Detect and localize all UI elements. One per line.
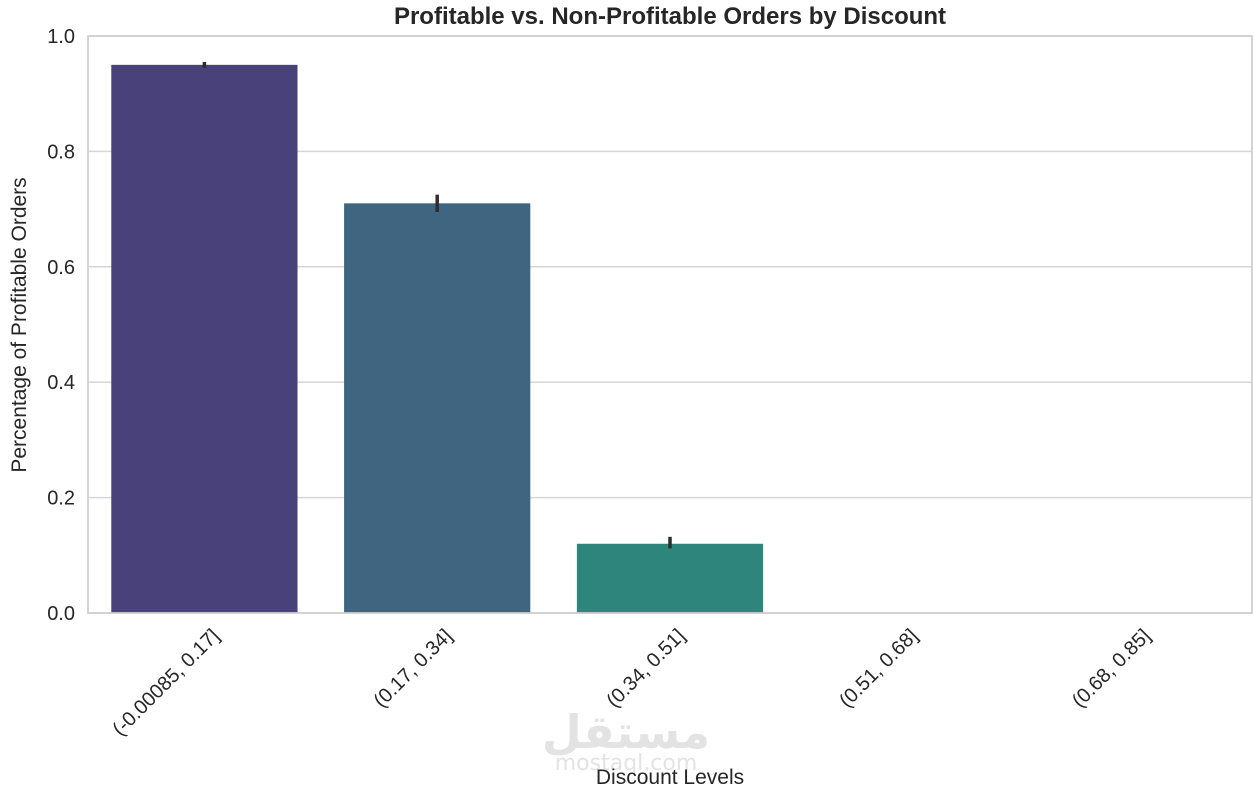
bar — [111, 64, 298, 614]
error-bars — [202, 61, 672, 549]
x-tick-label: (0.51, 0.68] — [835, 625, 922, 712]
watermark-latin-text: mostaql.com — [555, 751, 698, 776]
x-tick-label: (0.68, 0.85] — [1068, 625, 1155, 712]
y-tick-label: 0.4 — [47, 372, 75, 394]
y-tick-label: 1.0 — [47, 26, 75, 48]
watermark-arabic-text: مستقل — [542, 705, 710, 759]
plot-frame — [87, 35, 1253, 614]
y-axis-label: Percentage of Profitable Orders — [8, 177, 31, 472]
bar — [344, 203, 531, 613]
bars — [111, 64, 764, 614]
y-tick-label: 0.0 — [47, 603, 75, 625]
y-tick-label: 0.2 — [47, 488, 75, 510]
y-tick-label: 0.8 — [47, 141, 75, 163]
x-axis-label: Discount Levels — [596, 766, 744, 789]
y-tick-labels: 0.0 0.2 0.4 0.6 0.8 1.0 — [47, 26, 75, 625]
chart-title: Profitable vs. Non-Profitable Orders by … — [394, 3, 946, 30]
x-tick-label: (0.34, 0.51] — [602, 625, 689, 712]
bar — [576, 543, 764, 613]
x-tick-label: (0.17, 0.34] — [370, 625, 457, 712]
x-tick-label: (-0.00085, 0.17] — [109, 625, 224, 740]
y-tick-label: 0.6 — [47, 257, 75, 279]
watermark: مستقل mostaql.com — [542, 705, 710, 776]
